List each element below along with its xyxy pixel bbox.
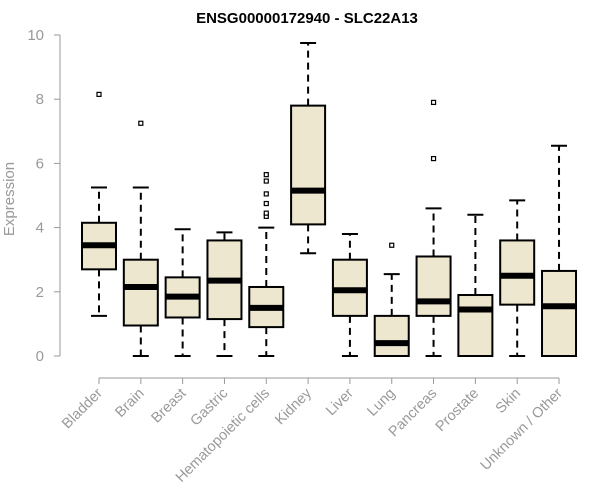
y-axis: 0 2 4 6 8 10: [27, 27, 61, 365]
outlier-point: [263, 191, 269, 197]
box-group: [290, 42, 327, 255]
box-group: [541, 144, 578, 357]
outlier-point: [263, 200, 269, 207]
box-group: [206, 231, 243, 357]
x-tick-label: Kidney: [272, 385, 315, 428]
y-tick-label: 2: [36, 284, 44, 301]
x-tick-label: Liver: [323, 385, 357, 419]
x-tick-label: Bladder: [59, 385, 106, 432]
box-group: [415, 99, 452, 357]
outlier-point: [263, 172, 269, 178]
outlier-point: [389, 242, 395, 248]
box: [373, 314, 410, 357]
y-axis-label: Expression: [1, 162, 18, 236]
chart-title: ENSG00000172940 - SLC22A13: [196, 10, 418, 27]
x-tick-label: Breast: [149, 386, 190, 427]
y-tick-label: 6: [36, 155, 44, 172]
box-group: [331, 233, 368, 357]
x-tick-label: Skin: [493, 386, 524, 417]
x-tick-label: Brain: [112, 386, 147, 421]
box-group: [81, 91, 117, 317]
y-tick-label: 8: [36, 91, 44, 108]
y-tick-label: 4: [36, 220, 44, 237]
box: [541, 269, 578, 357]
box: [457, 294, 494, 358]
box-group: [164, 228, 201, 357]
outlier-point: [263, 178, 269, 184]
outlier-point: [430, 155, 437, 162]
y-tick-label: 0: [36, 348, 44, 365]
box-group: [373, 242, 410, 357]
box: [122, 258, 159, 327]
box: [290, 104, 327, 226]
outlier-point: [263, 210, 269, 216]
x-tick-label: Prostate: [433, 386, 482, 435]
box-group: [499, 199, 536, 357]
box-group: [457, 213, 494, 358]
outlier-point: [96, 91, 102, 97]
outlier-point: [138, 120, 144, 126]
box-group: [248, 172, 285, 357]
y-tick-label: 10: [27, 27, 44, 44]
box: [415, 255, 452, 317]
x-tick-label: Lung: [364, 386, 398, 420]
plot-area: [81, 42, 578, 358]
box: [499, 239, 536, 306]
outlier-point: [430, 99, 437, 106]
box-group: [122, 120, 159, 357]
